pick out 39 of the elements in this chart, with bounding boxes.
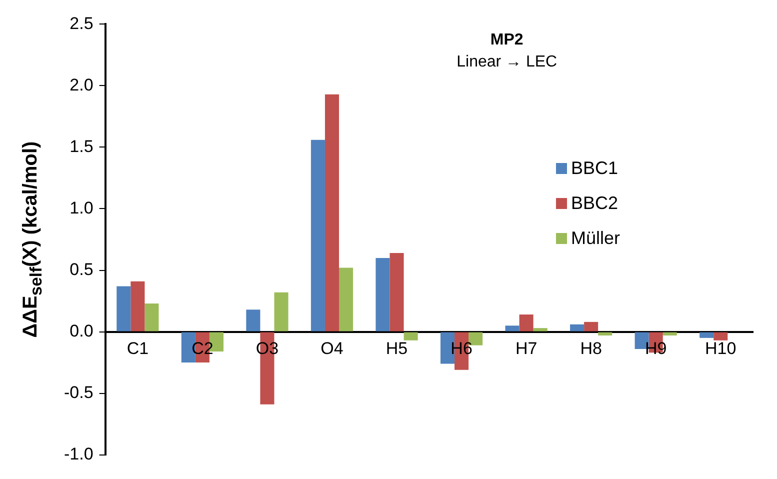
y-tick-label: -0.5 [64, 382, 94, 402]
bar [116, 286, 131, 332]
y-tick-label: 2.0 [70, 75, 94, 94]
bar [584, 322, 598, 332]
y-tick-label: -1.0 [64, 444, 94, 464]
legend-label: BBC1 [571, 158, 618, 179]
bar [339, 268, 354, 332]
bar [310, 140, 325, 332]
y-tick-label: 2.5 [70, 14, 94, 33]
bar [714, 332, 728, 340]
bar [598, 332, 612, 336]
legend-label: BBC2 [571, 193, 618, 214]
bar [376, 258, 390, 332]
x-tick-label: O4 [320, 338, 344, 358]
bar [570, 324, 584, 332]
bar [404, 332, 418, 340]
bar [246, 310, 260, 332]
y-tick-label: 1.0 [70, 198, 94, 218]
bar [324, 94, 340, 332]
bar [519, 314, 534, 332]
x-tick-label: H8 [580, 338, 602, 358]
x-tick-label: H10 [705, 338, 736, 358]
bar [533, 328, 548, 332]
text: MP2 [490, 32, 524, 49]
x-tick-label: H5 [386, 338, 408, 358]
bar [390, 253, 404, 332]
text: Linear → LEC [456, 54, 558, 71]
x-tick-label: C1 [126, 338, 149, 358]
y-tick-label: 0.0 [70, 321, 94, 340]
x-tick-label: H7 [515, 338, 538, 358]
bar [662, 332, 677, 336]
legend-label: Müller [571, 228, 620, 249]
bar [700, 332, 714, 338]
bar [274, 292, 288, 332]
y-tick-label: 1.5 [70, 136, 94, 156]
bar [144, 303, 159, 332]
y-tick-label: 0.5 [70, 260, 94, 279]
bar [505, 326, 520, 332]
bar [130, 281, 145, 332]
